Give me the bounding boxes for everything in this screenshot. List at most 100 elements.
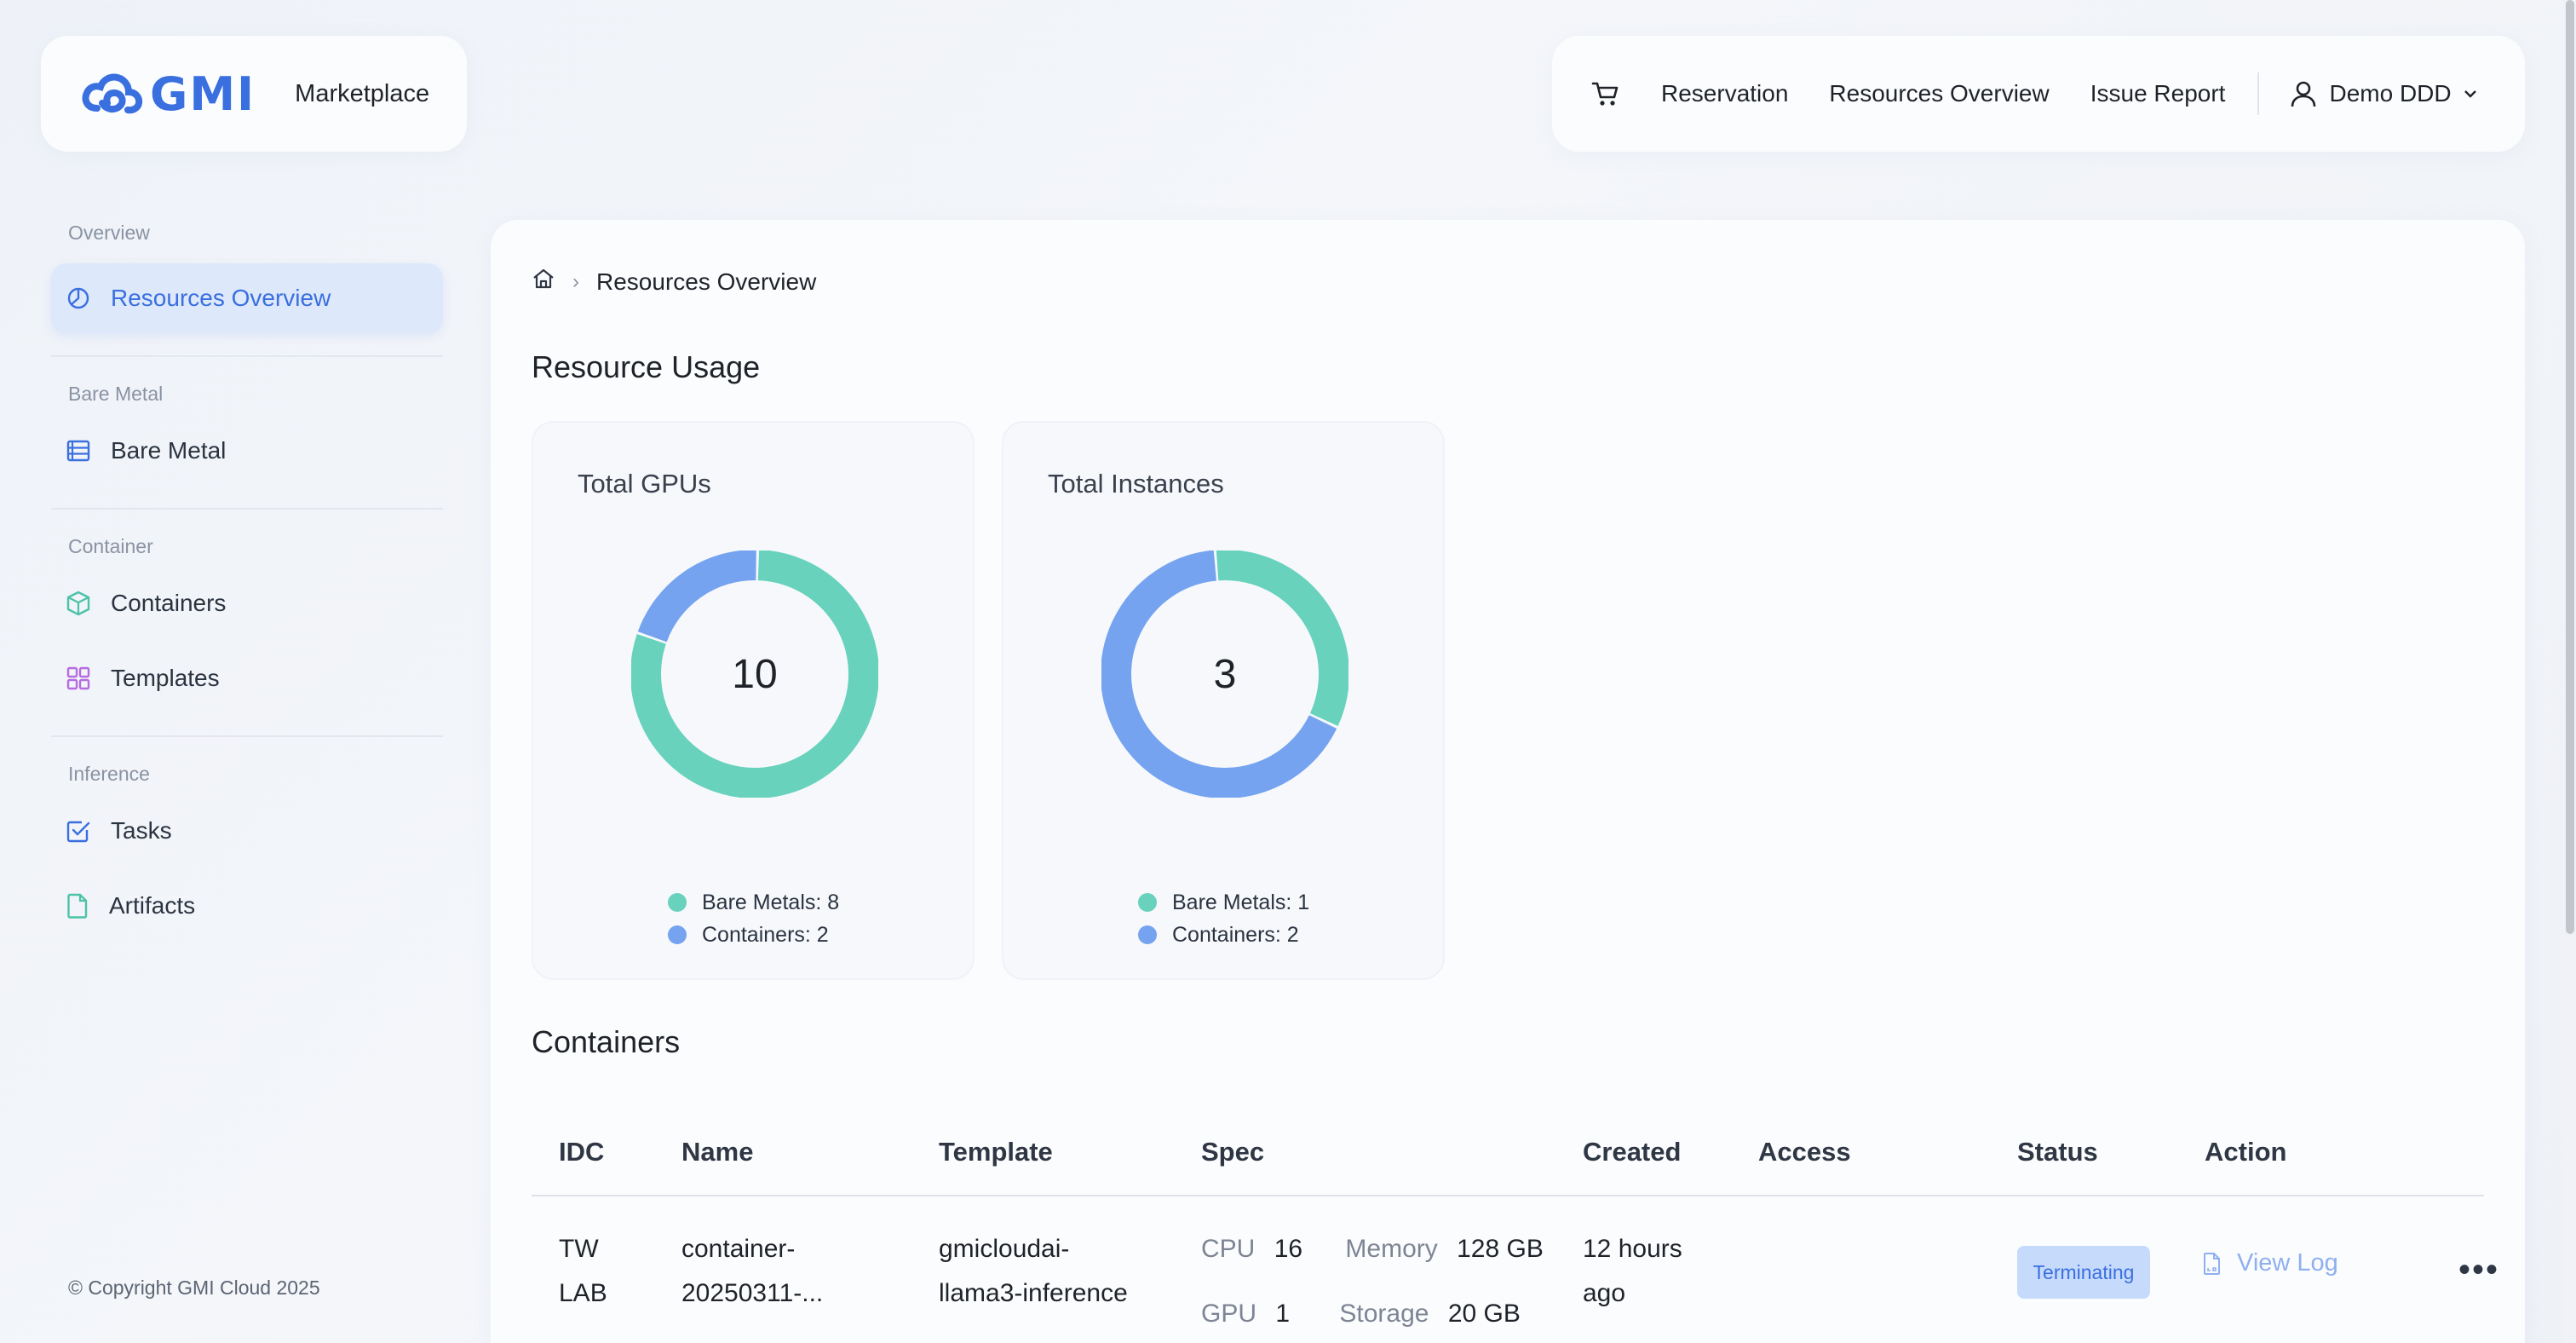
legend-dot-containers xyxy=(668,925,687,944)
instances-donut-chart xyxy=(1101,550,1348,798)
spec-cpu-label: CPU xyxy=(1201,1235,1256,1263)
table-header: IDC Name Template Spec Created Access St… xyxy=(532,1108,2484,1196)
total-gpus-title: Total GPUs xyxy=(578,469,711,499)
legend-item-containers: Containers: 2 xyxy=(668,919,839,951)
chevron-down-icon xyxy=(2464,90,2476,98)
legend-item-bare-metals: Bare Metals: 1 xyxy=(1138,886,1309,919)
checkbox-icon xyxy=(66,821,90,843)
gpus-donut-bare-metals xyxy=(631,550,878,798)
copyright: © Copyright GMI Cloud 2025 xyxy=(68,1277,320,1299)
total-instances-value: 3 xyxy=(1213,651,1237,697)
idc-line-2: LAB xyxy=(559,1279,607,1307)
sidebar-divider xyxy=(51,355,443,357)
sidebar-item-resources-overview[interactable]: Resources Overview xyxy=(51,263,443,333)
view-log-button[interactable]: View Log xyxy=(2203,1249,2338,1277)
column-header-action: Action xyxy=(2205,1137,2287,1167)
sidebar: Overview Resources Overview Bare Metal B… xyxy=(51,222,443,941)
sidebar-item-containers[interactable]: Containers xyxy=(51,568,443,638)
gpus-donut-chart xyxy=(631,550,878,798)
nav-resources-overview[interactable]: Resources Overview xyxy=(1829,80,2050,107)
home-icon[interactable] xyxy=(532,268,555,296)
table-row[interactable]: TW LAB container- 20250311-... gmiclouda… xyxy=(532,1196,2498,1343)
cell-idc: TW LAB xyxy=(559,1227,607,1316)
legend-label: Containers: 2 xyxy=(702,922,829,947)
status-badge: Terminating xyxy=(2017,1246,2150,1299)
spec-gpu-label: GPU xyxy=(1201,1300,1257,1328)
column-header-idc: IDC xyxy=(559,1137,605,1167)
cart-icon[interactable] xyxy=(1591,80,1620,107)
marketplace-label[interactable]: Marketplace xyxy=(295,79,430,107)
column-header-access: Access xyxy=(1758,1137,1851,1167)
scrollbar-thumb[interactable] xyxy=(2566,0,2574,934)
sidebar-item-templates[interactable]: Templates xyxy=(51,643,443,713)
cell-created: 12 hours ago xyxy=(1583,1227,1682,1316)
instances-legend: Bare Metals: 1 Containers: 2 xyxy=(1138,886,1309,951)
spec-memory-label: Memory xyxy=(1345,1235,1438,1263)
total-instances-card: Total Instances 3 Bare Metals: 1 Contain… xyxy=(1002,421,1445,980)
breadcrumb: › Resources Overview xyxy=(532,268,816,296)
log-file-icon xyxy=(2204,1252,2220,1275)
section-label-inference: Inference xyxy=(68,763,150,785)
page-scrollbar[interactable] xyxy=(2564,0,2576,1343)
column-header-spec: Spec xyxy=(1201,1137,1265,1167)
spec-memory-value: 128 GB xyxy=(1457,1235,1544,1263)
instances-donut-containers xyxy=(1101,550,1348,798)
main-panel: › Resources Overview Resource Usage Tota… xyxy=(491,220,2525,1343)
user-menu[interactable]: Demo DDD xyxy=(2290,79,2488,108)
grid-icon xyxy=(66,666,90,690)
created-line-1: 12 hours xyxy=(1583,1235,1682,1263)
sidebar-item-label: Templates xyxy=(111,665,220,691)
view-log-label: View Log xyxy=(2237,1249,2338,1277)
total-gpus-card: Total GPUs 10 Bare Metals: 8 Containers:… xyxy=(532,421,975,980)
column-header-status: Status xyxy=(2017,1137,2098,1167)
sidebar-item-label: Resources Overview xyxy=(111,285,331,311)
legend-item-containers: Containers: 2 xyxy=(1138,919,1309,951)
cell-name[interactable]: container- 20250311-... xyxy=(681,1227,823,1316)
section-label-overview: Overview xyxy=(68,222,150,244)
nav-reservation[interactable]: Reservation xyxy=(1661,80,1789,107)
sidebar-item-label: Tasks xyxy=(111,817,172,844)
total-instances-title: Total Instances xyxy=(1048,469,1224,499)
nav-issue-report[interactable]: Issue Report xyxy=(2090,80,2226,107)
legend-dot-containers xyxy=(1138,925,1157,944)
template-line-1: gmicloudai- xyxy=(939,1235,1070,1263)
server-icon xyxy=(66,440,90,462)
breadcrumb-current: Resources Overview xyxy=(596,268,817,295)
legend-label: Bare Metals: 1 xyxy=(1172,890,1310,914)
gpus-legend: Bare Metals: 8 Containers: 2 xyxy=(668,886,839,951)
column-header-created: Created xyxy=(1583,1137,1682,1167)
legend-label: Bare Metals: 8 xyxy=(702,890,840,914)
spec-cpu-value: 16 xyxy=(1274,1235,1303,1263)
sidebar-divider xyxy=(51,508,443,510)
user-name: Demo DDD xyxy=(2329,80,2452,107)
logo-text: GMI xyxy=(150,66,256,121)
sidebar-divider xyxy=(51,735,443,737)
column-header-template: Template xyxy=(939,1137,1053,1167)
gmi-logo[interactable]: GMI xyxy=(80,67,256,121)
sidebar-item-bare-metal[interactable]: Bare Metal xyxy=(51,416,443,486)
top-nav: Reservation Resources Overview Issue Rep… xyxy=(1552,36,2525,152)
name-line-2: 20250311-... xyxy=(681,1279,824,1307)
spec-gpu-value: 1 xyxy=(1275,1300,1291,1328)
name-line-1: container- xyxy=(681,1235,796,1263)
section-label-bare-metal: Bare Metal xyxy=(68,383,164,405)
cloud-logo-icon xyxy=(82,73,143,114)
column-header-name: Name xyxy=(681,1137,754,1167)
pie-chart-icon xyxy=(67,287,89,309)
logo-card: GMI Marketplace xyxy=(41,36,467,152)
cell-template: gmicloudai- llama3-inference xyxy=(939,1227,1128,1316)
spec-storage-value: 20 GB xyxy=(1447,1300,1521,1328)
sidebar-item-label: Artifacts xyxy=(109,892,196,919)
sidebar-item-label: Containers xyxy=(111,590,227,616)
user-icon xyxy=(2291,81,2316,107)
created-line-2: ago xyxy=(1583,1279,1626,1307)
sidebar-item-tasks[interactable]: Tasks xyxy=(51,796,443,866)
nav-divider xyxy=(2257,72,2260,115)
sidebar-item-artifacts[interactable]: Artifacts xyxy=(51,871,443,941)
file-icon xyxy=(67,893,88,919)
containers-title: Containers xyxy=(532,1024,681,1059)
cube-icon xyxy=(66,591,90,616)
more-actions-icon[interactable]: ••• xyxy=(2458,1251,2500,1288)
idc-line-1: TW xyxy=(559,1235,599,1263)
breadcrumb-separator: › xyxy=(572,269,579,293)
